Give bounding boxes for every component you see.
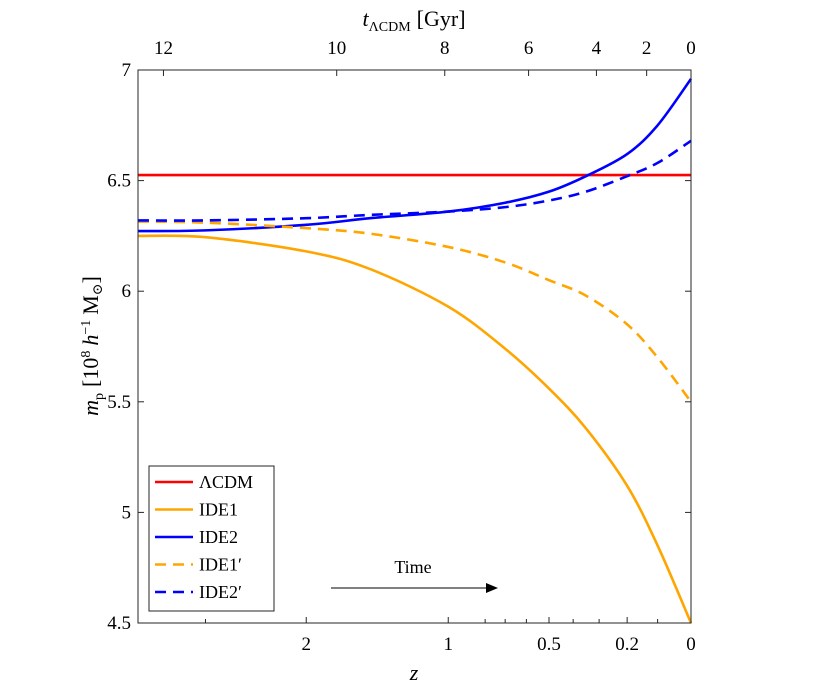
x2-tick-label: 0: [686, 38, 696, 59]
x2-tick-label: 2: [642, 38, 652, 59]
time-annotation-label: Time: [394, 557, 431, 577]
x-axis-label: z: [409, 660, 419, 685]
x2-axis-label: tΛCDM [Gyr]: [362, 6, 465, 35]
series-line-ide2-prime: [137, 139, 692, 222]
y-axis-label: mp[108h−1M⊙]: [78, 276, 107, 416]
y-tick-label: 6: [122, 281, 132, 302]
series-line-ide2: [137, 78, 693, 233]
x-tick-label: 2: [301, 634, 311, 655]
time-arrow-head: [486, 583, 498, 593]
legend-label-ide1-prime: IDE1′: [199, 555, 242, 575]
x2-tick-label: 10: [327, 38, 346, 59]
x2-tick-label: 8: [440, 38, 450, 59]
legend: ΛCDM IDE1 IDE2 IDE1′ IDE2′: [148, 465, 275, 612]
series-line-ide1: [137, 234, 693, 624]
series-layer: [137, 78, 693, 624]
x2-tick-label: 6: [524, 38, 534, 59]
y-tick-label: 7: [122, 60, 132, 81]
x-tick-label: 0: [686, 634, 696, 655]
y-tick-label: 6.5: [107, 171, 131, 192]
legend-label-lambdacdm: ΛCDM: [199, 472, 253, 492]
legend-label-ide2: IDE2: [199, 527, 238, 547]
y-tick-label: 5: [122, 502, 132, 523]
x-tick-label: 0.5: [537, 634, 561, 655]
legend-items: ΛCDM IDE1 IDE2 IDE1′ IDE2′: [155, 472, 253, 602]
x-tick-label: 1: [443, 634, 453, 655]
y-tick-label: 4.5: [107, 613, 131, 634]
plot-frame: [137, 69, 692, 624]
x2-tick-label: 12: [154, 38, 173, 59]
x2-tick-label: 4: [592, 38, 602, 59]
x-tick-label: 0.2: [615, 634, 639, 655]
legend-box: [148, 465, 275, 612]
y-tick-label: 5.5: [107, 392, 131, 413]
tick-layer: 4.5 5 5.5 6 6.5 7 2 1 0.5 0.2 0 12 10 8 6 4 2 0: [107, 38, 696, 655]
legend-label-ide2-prime: IDE2′: [199, 582, 242, 602]
legend-label-ide1: IDE1: [199, 500, 238, 520]
